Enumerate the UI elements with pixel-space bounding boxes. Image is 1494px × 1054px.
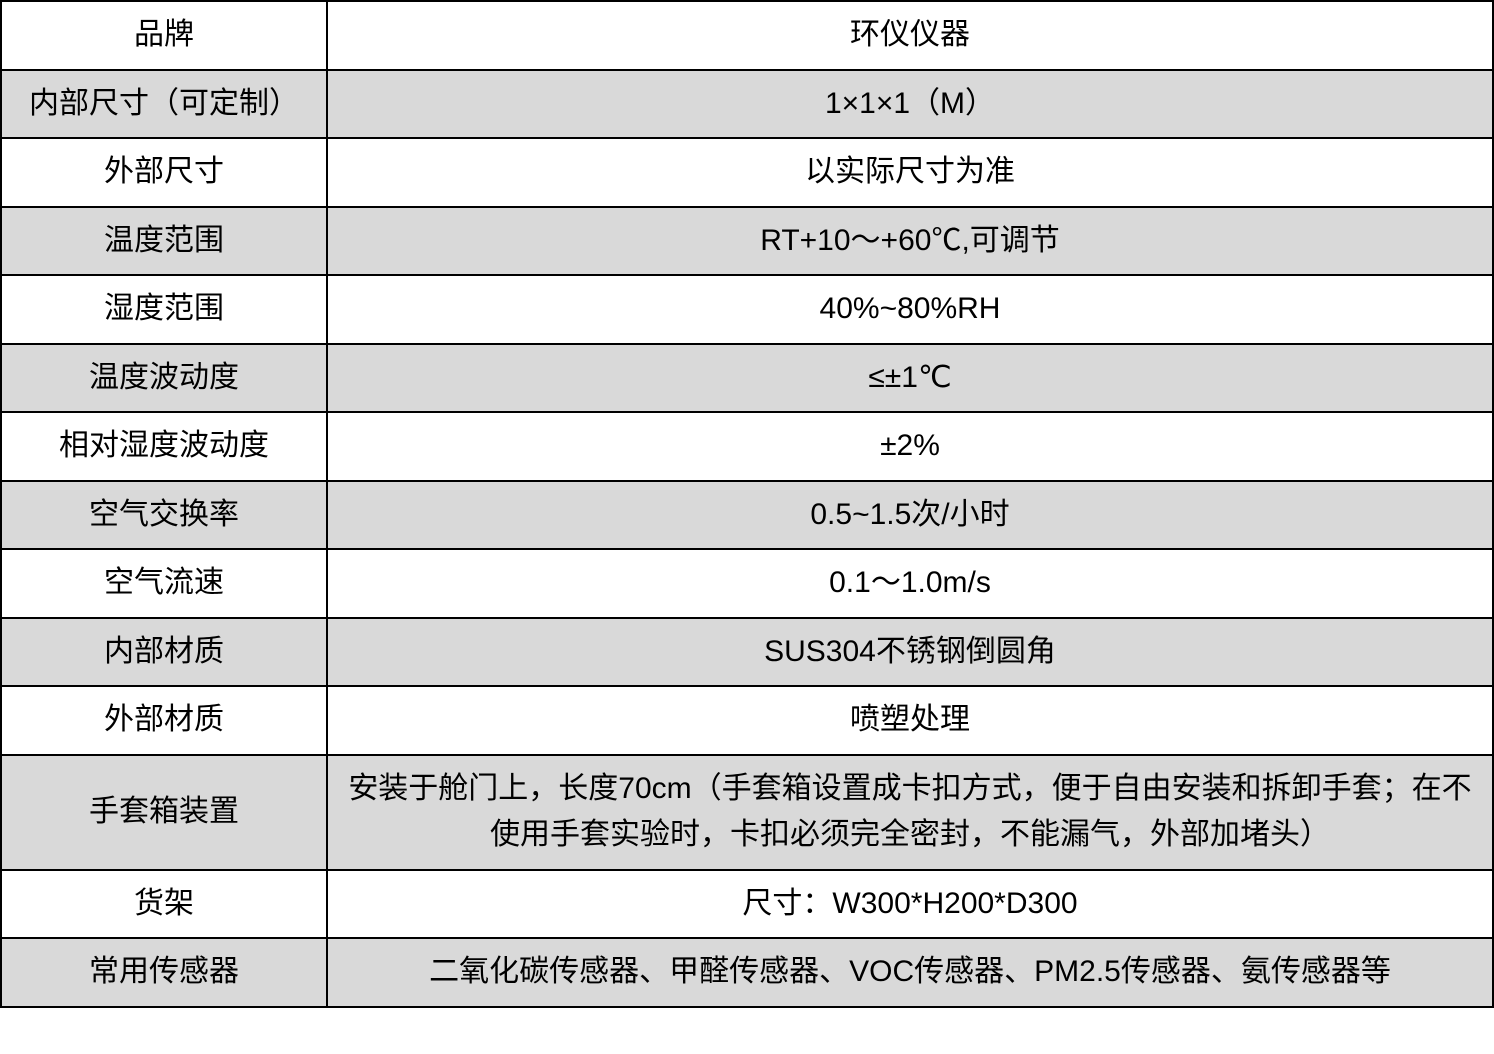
cell-label: 湿度范围	[1, 275, 327, 344]
cell-value: RT+10～+60℃,可调节	[327, 207, 1493, 276]
cell-value: 安装于舱门上，长度70cm（手套箱设置成卡扣方式，便于自由安装和拆卸手套；在不使…	[327, 755, 1493, 870]
cell-value: 0.5~1.5次/小时	[327, 481, 1493, 550]
cell-value: 尺寸：W300*H200*D300	[327, 870, 1493, 939]
table-row: 内部尺寸（可定制） 1×1×1（M）	[1, 70, 1493, 139]
cell-label: 空气流速	[1, 549, 327, 618]
spec-table-body: 品牌 环仪仪器 内部尺寸（可定制） 1×1×1（M） 外部尺寸 以实际尺寸为准 …	[1, 1, 1493, 1007]
table-row: 温度波动度 ≤±1℃	[1, 344, 1493, 413]
table-row: 湿度范围 40%~80%RH	[1, 275, 1493, 344]
table-row: 品牌 环仪仪器	[1, 1, 1493, 70]
cell-value: 以实际尺寸为准	[327, 138, 1493, 207]
cell-value: 环仪仪器	[327, 1, 1493, 70]
cell-label: 内部尺寸（可定制）	[1, 70, 327, 139]
table-row: 货架 尺寸：W300*H200*D300	[1, 870, 1493, 939]
cell-value: 0.1～1.0m/s	[327, 549, 1493, 618]
table-row: 相对湿度波动度 ±2%	[1, 412, 1493, 481]
cell-label: 外部材质	[1, 686, 327, 755]
table-row: 温度范围 RT+10～+60℃,可调节	[1, 207, 1493, 276]
cell-label: 常用传感器	[1, 938, 327, 1007]
cell-label: 外部尺寸	[1, 138, 327, 207]
cell-label: 货架	[1, 870, 327, 939]
table-row: 外部尺寸 以实际尺寸为准	[1, 138, 1493, 207]
cell-label: 空气交换率	[1, 481, 327, 550]
cell-label: 相对湿度波动度	[1, 412, 327, 481]
cell-label: 温度范围	[1, 207, 327, 276]
cell-label: 手套箱装置	[1, 755, 327, 870]
table-row: 外部材质 喷塑处理	[1, 686, 1493, 755]
cell-value: 40%~80%RH	[327, 275, 1493, 344]
table-row: 空气交换率 0.5~1.5次/小时	[1, 481, 1493, 550]
cell-label: 温度波动度	[1, 344, 327, 413]
cell-value: 1×1×1（M）	[327, 70, 1493, 139]
cell-label: 品牌	[1, 1, 327, 70]
table-row: 内部材质 SUS304不锈钢倒圆角	[1, 618, 1493, 687]
cell-value: 二氧化碳传感器、甲醛传感器、VOC传感器、PM2.5传感器、氨传感器等	[327, 938, 1493, 1007]
cell-value: ≤±1℃	[327, 344, 1493, 413]
cell-value: ±2%	[327, 412, 1493, 481]
cell-value: 喷塑处理	[327, 686, 1493, 755]
cell-label: 内部材质	[1, 618, 327, 687]
table-row: 手套箱装置 安装于舱门上，长度70cm（手套箱设置成卡扣方式，便于自由安装和拆卸…	[1, 755, 1493, 870]
table-row: 空气流速 0.1～1.0m/s	[1, 549, 1493, 618]
cell-value: SUS304不锈钢倒圆角	[327, 618, 1493, 687]
spec-table: 品牌 环仪仪器 内部尺寸（可定制） 1×1×1（M） 外部尺寸 以实际尺寸为准 …	[0, 0, 1494, 1008]
table-row: 常用传感器 二氧化碳传感器、甲醛传感器、VOC传感器、PM2.5传感器、氨传感器…	[1, 938, 1493, 1007]
